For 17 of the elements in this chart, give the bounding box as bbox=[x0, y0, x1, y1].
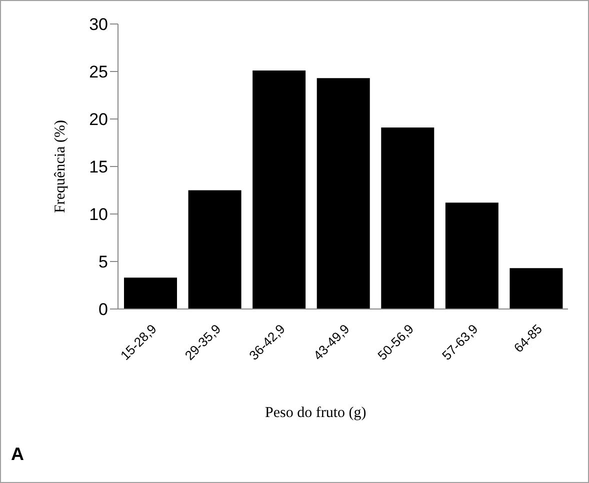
bar bbox=[445, 202, 498, 309]
y-tick-label: 5 bbox=[98, 252, 108, 272]
y-tick-label: 25 bbox=[89, 62, 108, 82]
y-tick-label: 30 bbox=[89, 15, 108, 34]
y-axis-title: Frequência (%) bbox=[52, 120, 68, 213]
bar bbox=[510, 268, 563, 309]
text: A bbox=[11, 444, 24, 465]
y-tick-label: 20 bbox=[89, 110, 108, 130]
x-axis-title: Peso do fruto (g) bbox=[265, 405, 366, 422]
bar bbox=[124, 278, 177, 309]
bar bbox=[316, 78, 370, 309]
bar bbox=[381, 128, 434, 309]
y-tick-label: 10 bbox=[89, 205, 108, 224]
bar bbox=[188, 190, 242, 309]
bar bbox=[252, 70, 306, 309]
y-tick-label: 0 bbox=[98, 300, 108, 320]
y-tick-label: 15 bbox=[89, 158, 108, 177]
